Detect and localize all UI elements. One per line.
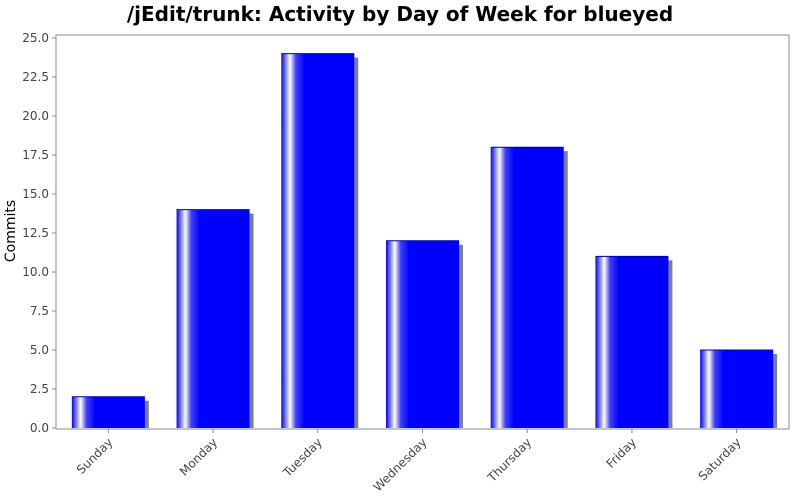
x-axis: Sunday Monday Tuesday Wednesday Thursday Frid… bbox=[74, 429, 744, 494]
y-tick-label: 20.0 bbox=[22, 109, 49, 123]
bar-sunday bbox=[71, 396, 145, 428]
y-axis: 0.0 2.5 5.0 7.5 10.0 12.5 15.0 17.5 20.0 22.5 25.0 bbox=[22, 31, 56, 435]
y-tick-label: 15.0 bbox=[22, 187, 49, 201]
bar-thursday bbox=[490, 147, 564, 428]
y-tick-label: 25.0 bbox=[22, 31, 49, 45]
bar-saturday bbox=[700, 350, 774, 428]
chart-title: /jEdit/trunk: Activity by Day of Week fo… bbox=[127, 2, 673, 26]
x-tick-label: Tuesday bbox=[280, 435, 325, 480]
y-tick-label: 10.0 bbox=[22, 265, 49, 279]
bar-tuesday bbox=[281, 53, 355, 428]
y-axis-label: Commits bbox=[3, 200, 19, 262]
bars bbox=[71, 53, 778, 428]
bar-wednesday bbox=[386, 240, 459, 428]
y-tick-label: 0.0 bbox=[30, 421, 49, 435]
y-tick-label: 22.5 bbox=[22, 70, 49, 84]
x-tick-label: Friday bbox=[603, 435, 639, 471]
x-tick-label: Saturday bbox=[696, 435, 744, 483]
y-tick-label: 2.5 bbox=[30, 382, 49, 396]
x-tick-label: Monday bbox=[177, 435, 220, 478]
y-tick-label: 12.5 bbox=[22, 226, 49, 240]
y-tick-label: 17.5 bbox=[22, 148, 49, 162]
x-tick-label: Thursday bbox=[484, 435, 534, 485]
y-tick-label: 5.0 bbox=[30, 343, 49, 357]
x-tick-label: Sunday bbox=[74, 435, 116, 477]
x-tick-label: Wednesday bbox=[371, 435, 430, 494]
bar-monday bbox=[176, 209, 250, 428]
bar-friday bbox=[595, 256, 669, 428]
y-tick-label: 7.5 bbox=[30, 304, 49, 318]
